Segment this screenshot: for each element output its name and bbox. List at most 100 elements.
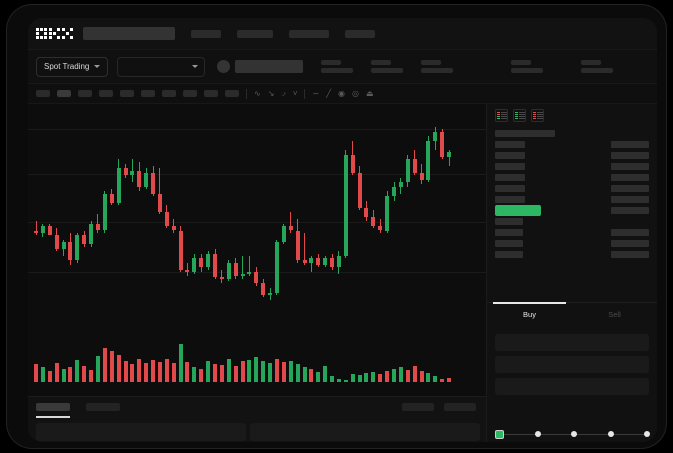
ticker-stat-5 (581, 60, 614, 73)
order-book-ask-row[interactable] (495, 150, 649, 161)
timeframe-7[interactable] (162, 90, 176, 97)
candle-body (447, 152, 452, 157)
timeframe-9[interactable] (204, 90, 218, 97)
ob-amount (611, 229, 649, 236)
ticker-stat-3 (421, 60, 454, 73)
order-book-modes (487, 104, 657, 126)
pair-avatar (217, 60, 231, 73)
slider-stop-50[interactable] (571, 431, 577, 437)
orders-field-1[interactable] (36, 423, 246, 441)
orders-tabs (36, 403, 120, 418)
volume-bar (295, 364, 300, 382)
tab-buy[interactable]: Buy (487, 302, 572, 326)
volume-bar (405, 369, 410, 382)
order-side-tabs: Buy Sell (487, 302, 657, 326)
candle-body (274, 242, 279, 293)
magnet-icon[interactable]: ╱ (326, 88, 332, 98)
orders-panel (28, 396, 486, 442)
slider-stop-100[interactable] (644, 431, 650, 437)
orders-field-2[interactable] (250, 423, 480, 441)
trend-line-icon[interactable]: ∿ (254, 88, 261, 98)
candle-wick (310, 255, 312, 272)
order-book-ask-row[interactable] (495, 194, 649, 205)
timeframe-3[interactable] (78, 90, 92, 97)
candle-wick (248, 255, 250, 277)
nav-item-4[interactable] (345, 29, 375, 38)
order-book-ask-row[interactable] (495, 139, 649, 150)
timeframe-2[interactable] (57, 90, 71, 97)
tab-order-history[interactable] (86, 403, 120, 411)
chevron-down-icon (192, 65, 199, 68)
market-type-label: Spot Trading (44, 62, 90, 71)
order-book-bid-row[interactable] (495, 249, 649, 260)
slider-handle[interactable] (495, 430, 504, 439)
timeframe-10[interactable] (225, 90, 239, 97)
slider-stop-25[interactable] (535, 431, 541, 437)
search-input[interactable] (83, 27, 175, 40)
volume-bar (178, 344, 183, 382)
ob-price (495, 174, 525, 181)
tab-sell[interactable]: Sell (608, 310, 621, 319)
camera-icon[interactable]: ◉ (338, 88, 345, 98)
candle-body (199, 258, 204, 268)
order-book-ask-row[interactable] (495, 183, 649, 194)
candle-body (302, 260, 307, 263)
order-book-ask-row[interactable] (495, 128, 649, 139)
volume-bar (144, 363, 149, 382)
ob-price (495, 240, 523, 247)
volume-bar (247, 359, 252, 382)
timeframe-8[interactable] (183, 90, 197, 97)
volume-bar (171, 363, 176, 382)
ticker-stat-1 (321, 60, 354, 73)
order-book-spread-row[interactable] (495, 205, 649, 216)
orders-action-1[interactable] (402, 403, 434, 411)
volume-bar (164, 358, 169, 382)
tab-label (86, 403, 120, 411)
device-screen: Spot Trading (28, 18, 657, 442)
order-book-ask-row[interactable] (495, 172, 649, 183)
candle-body (61, 242, 66, 249)
settings-icon[interactable]: ◎ (352, 88, 359, 98)
percent-slider[interactable] (495, 430, 650, 439)
okx-logo[interactable] (36, 28, 73, 39)
market-type-select[interactable]: Spot Trading (36, 56, 109, 77)
text-tool-icon[interactable]: ⍻ (281, 88, 286, 98)
candle-wick (290, 212, 292, 233)
timeframe-4[interactable] (99, 90, 113, 97)
okx-logo-x (62, 28, 73, 39)
more-tools-icon[interactable]: ˅ (292, 88, 298, 98)
fib-retracement-icon[interactable]: ↘ (267, 88, 275, 98)
nav-item-1[interactable] (191, 29, 221, 38)
volume-bar (219, 365, 224, 382)
timeframe-6[interactable] (141, 90, 155, 97)
price-chart[interactable] (28, 104, 486, 334)
order-book-ask-row[interactable] (495, 161, 649, 172)
tab-open-orders[interactable] (36, 403, 70, 418)
order-type-field[interactable] (495, 334, 649, 351)
ob-amount (611, 251, 649, 258)
fullscreen-icon[interactable]: ⏏ (365, 88, 374, 98)
order-book-rows (487, 126, 657, 260)
indicator-icon[interactable]: ∽ (312, 88, 320, 98)
timeframe-5[interactable] (120, 90, 134, 97)
volume-series (34, 344, 454, 382)
ob-mode-asks-icon[interactable] (531, 109, 544, 122)
order-book-bid-row[interactable] (495, 216, 649, 227)
volume-bar (398, 367, 403, 382)
candlestick-series (34, 104, 454, 334)
nav-item-2[interactable] (237, 29, 273, 38)
trading-pair-select[interactable] (117, 56, 206, 77)
volume-bar (254, 357, 259, 382)
stat-label (421, 60, 442, 65)
amount-field[interactable] (495, 378, 649, 395)
candle-body (157, 193, 162, 213)
order-book-bid-row[interactable] (495, 227, 649, 238)
timeframe-1[interactable] (36, 90, 50, 97)
slider-stop-75[interactable] (608, 431, 614, 437)
ob-mode-bids-icon[interactable] (513, 109, 526, 122)
nav-item-3[interactable] (289, 29, 329, 38)
price-field[interactable] (495, 356, 649, 373)
orders-action-2[interactable] (444, 403, 476, 411)
ob-mode-both-icon[interactable] (495, 109, 508, 122)
order-book-bid-row[interactable] (495, 238, 649, 249)
